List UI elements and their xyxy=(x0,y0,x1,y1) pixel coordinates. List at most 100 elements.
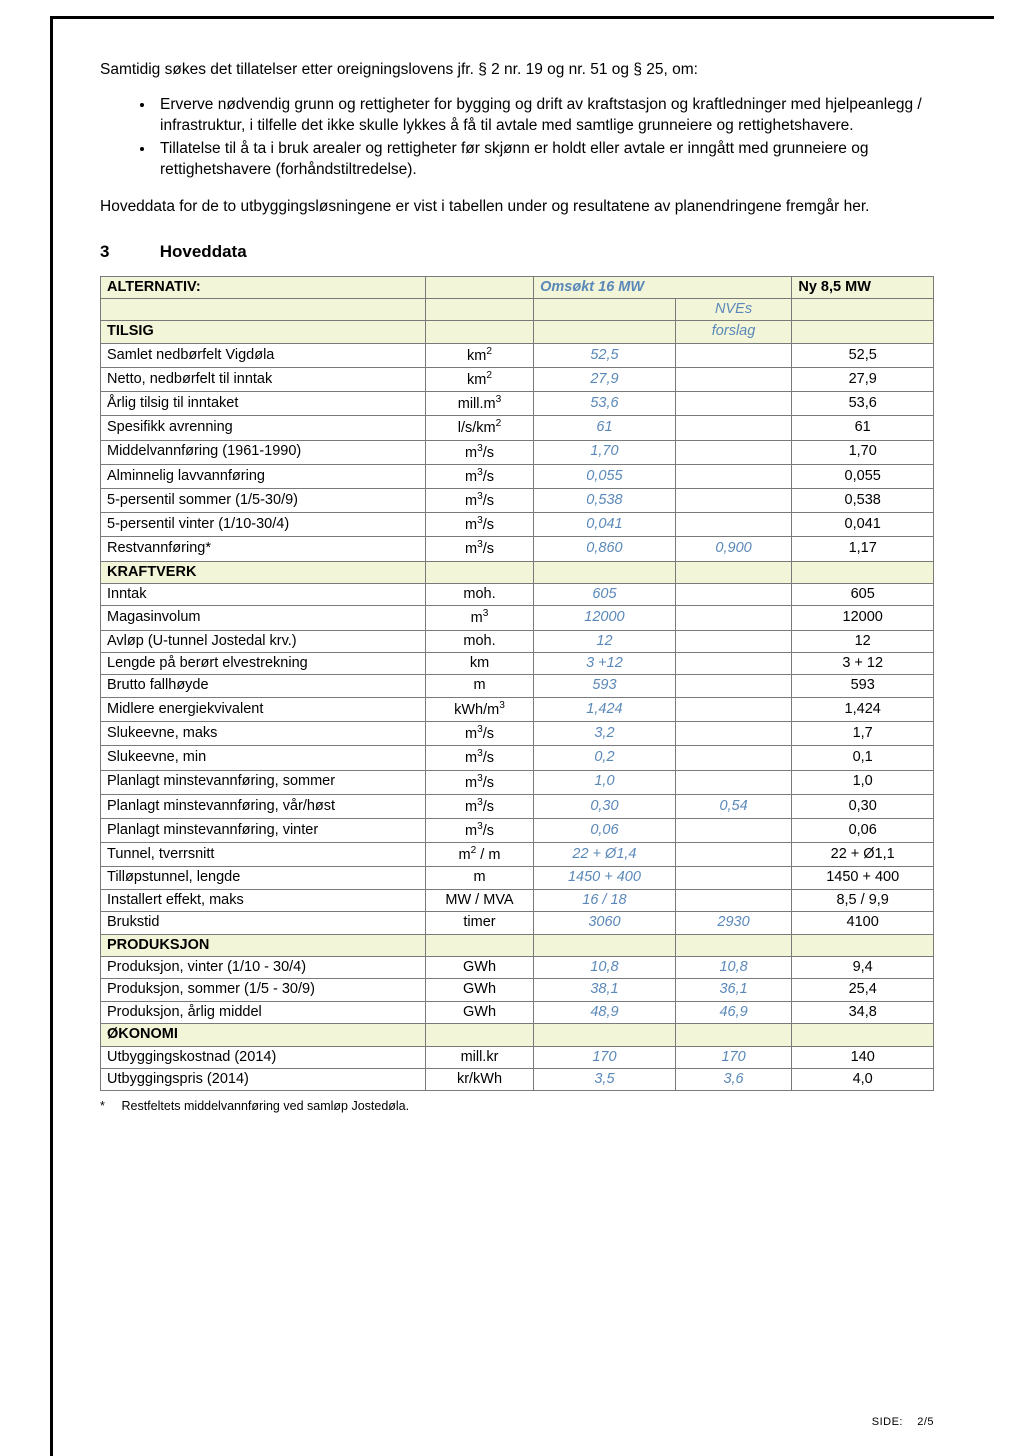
section-heading-blank xyxy=(534,934,676,956)
row-omsokt: 0,2 xyxy=(534,746,676,770)
row-nves: 36,1 xyxy=(675,979,792,1001)
row-ny: 4,0 xyxy=(792,1068,934,1090)
row-unit: mill.kr xyxy=(425,1046,533,1068)
intro-line: Samtidig søkes det tillatelser etter ore… xyxy=(100,60,934,81)
row-label: Midlere energiekvivalent xyxy=(101,697,426,721)
section-heading-blank xyxy=(425,934,533,956)
row-omsokt: 1450 + 400 xyxy=(534,867,676,889)
row-label: Planlagt minstevannføring, vår/høst xyxy=(101,794,426,818)
section-heading-blank xyxy=(792,561,934,583)
row-label: Middelvannføring (1961-1990) xyxy=(101,440,426,464)
row-ny: 0,041 xyxy=(792,513,934,537)
header-nves: NVEs xyxy=(675,298,792,320)
section-heading-blank xyxy=(792,1024,934,1046)
row-nves: 0,900 xyxy=(675,537,792,561)
row-unit: km2 xyxy=(425,343,533,367)
row-omsokt: 1,424 xyxy=(534,697,676,721)
row-unit: m3/s xyxy=(425,794,533,818)
row-nves: 10,8 xyxy=(675,956,792,978)
section-heading: 3 Hoveddata xyxy=(100,242,934,262)
row-nves xyxy=(675,343,792,367)
row-nves xyxy=(675,889,792,911)
row-label: Lengde på berørt elvestrekning xyxy=(101,653,426,675)
row-label: Planlagt minstevannføring, sommer xyxy=(101,770,426,794)
row-unit: m3/s xyxy=(425,537,533,561)
row-ny: 1,70 xyxy=(792,440,934,464)
row-omsokt: 12 xyxy=(534,630,676,652)
row-label: Samlet nedbørfelt Vigdøla xyxy=(101,343,426,367)
row-unit: m3/s xyxy=(425,513,533,537)
row-ny: 0,06 xyxy=(792,818,934,842)
row-nves xyxy=(675,746,792,770)
header-forslag: forslag xyxy=(675,321,792,343)
row-omsokt: 16 / 18 xyxy=(534,889,676,911)
row-label: Årlig tilsig til inntaket xyxy=(101,392,426,416)
row-unit: MW / MVA xyxy=(425,889,533,911)
row-unit: GWh xyxy=(425,1001,533,1023)
row-nves: 170 xyxy=(675,1046,792,1068)
row-nves xyxy=(675,630,792,652)
section-heading-blank xyxy=(792,934,934,956)
row-unit: km2 xyxy=(425,367,533,391)
row-label: Slukeevne, maks xyxy=(101,722,426,746)
row-unit: kWh/m3 xyxy=(425,697,533,721)
row-nves: 46,9 xyxy=(675,1001,792,1023)
row-nves xyxy=(675,416,792,440)
row-ny: 1450 + 400 xyxy=(792,867,934,889)
row-unit: m3/s xyxy=(425,746,533,770)
row-unit: m xyxy=(425,675,533,697)
footnote: * Restfeltets middelvannføring ved samlø… xyxy=(100,1099,934,1113)
row-omsokt: 48,9 xyxy=(534,1001,676,1023)
row-label: Inntak xyxy=(101,584,426,606)
row-label: Tilløpstunnel, lengde xyxy=(101,867,426,889)
row-ny: 8,5 / 9,9 xyxy=(792,889,934,911)
pagefoot-label: SIDE: xyxy=(872,1416,903,1428)
row-label: Slukeevne, min xyxy=(101,746,426,770)
row-label: Spesifikk avrenning xyxy=(101,416,426,440)
section-heading-cell: PRODUKSJON xyxy=(101,934,426,956)
row-omsokt: 1,70 xyxy=(534,440,676,464)
row-label: Tunnel, tverrsnitt xyxy=(101,843,426,867)
row-unit: m2 / m xyxy=(425,843,533,867)
header-alternativ: ALTERNATIV: xyxy=(101,276,426,298)
header-blank5 xyxy=(792,298,934,320)
header-blank3 xyxy=(425,298,533,320)
row-unit: moh. xyxy=(425,584,533,606)
row-nves xyxy=(675,584,792,606)
footnote-text: Restfeltets middelvannføring ved samløp … xyxy=(121,1099,409,1113)
row-ny: 25,4 xyxy=(792,979,934,1001)
row-omsokt: 0,06 xyxy=(534,818,676,842)
row-omsokt: 0,041 xyxy=(534,513,676,537)
row-nves: 0,54 xyxy=(675,794,792,818)
row-unit: m3/s xyxy=(425,440,533,464)
row-ny: 1,0 xyxy=(792,770,934,794)
header-blank xyxy=(425,276,533,298)
row-nves xyxy=(675,606,792,630)
row-ny: 140 xyxy=(792,1046,934,1068)
row-nves xyxy=(675,464,792,488)
row-ny: 0,538 xyxy=(792,489,934,513)
row-label: Netto, nedbørfelt til inntak xyxy=(101,367,426,391)
row-label: Utbyggingskostnad (2014) xyxy=(101,1046,426,1068)
row-omsokt: 0,538 xyxy=(534,489,676,513)
row-omsokt: 53,6 xyxy=(534,392,676,416)
row-omsokt: 170 xyxy=(534,1046,676,1068)
row-omsokt: 3,5 xyxy=(534,1068,676,1090)
row-label: 5-persentil sommer (1/5-30/9) xyxy=(101,489,426,513)
section-heading-blank xyxy=(534,561,676,583)
row-omsokt: 52,5 xyxy=(534,343,676,367)
row-ny: 4100 xyxy=(792,912,934,934)
row-ny: 0,30 xyxy=(792,794,934,818)
row-unit: timer xyxy=(425,912,533,934)
row-nves xyxy=(675,440,792,464)
row-omsokt: 3,2 xyxy=(534,722,676,746)
row-label: 5-persentil vinter (1/10-30/4) xyxy=(101,513,426,537)
row-nves xyxy=(675,867,792,889)
row-nves: 3,6 xyxy=(675,1068,792,1090)
row-label: Produksjon, årlig middel xyxy=(101,1001,426,1023)
header-ny: Ny 8,5 MW xyxy=(792,276,934,298)
row-label: Installert effekt, maks xyxy=(101,889,426,911)
row-label: Brutto fallhøyde xyxy=(101,675,426,697)
row-nves xyxy=(675,818,792,842)
header-blank4 xyxy=(534,298,676,320)
